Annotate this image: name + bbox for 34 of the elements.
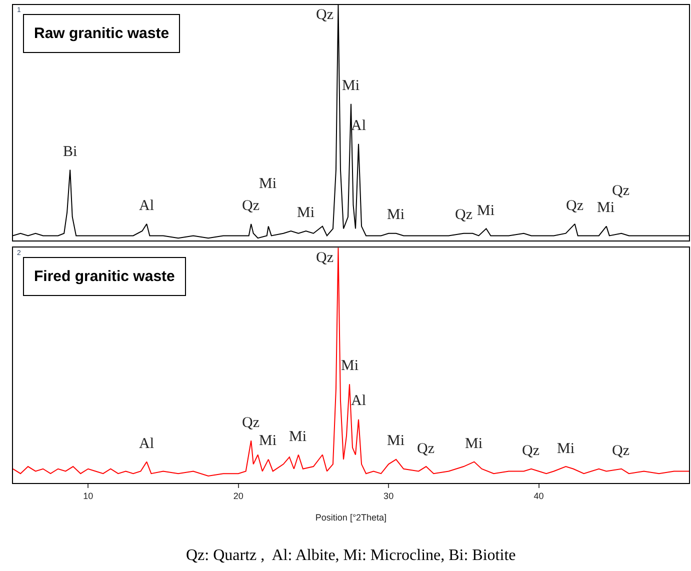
x-tick-label: 30	[384, 490, 394, 501]
annotation: Qz	[242, 198, 260, 214]
annotation: Mi	[387, 207, 405, 223]
annotation: Mi	[341, 358, 359, 374]
x-tick-label: 10	[83, 490, 94, 501]
annotation: Mi	[259, 433, 277, 449]
annotation: Qz	[455, 207, 473, 223]
annotation: Mi	[342, 78, 360, 94]
annotation: Qz	[522, 443, 540, 459]
annotation: Mi	[597, 200, 615, 216]
annotation: Raw granitic waste	[34, 25, 170, 42]
annotation: Qz	[316, 7, 334, 23]
annotation: Qz	[242, 415, 260, 431]
annotation: Qz	[612, 183, 630, 199]
annotation: Al	[139, 198, 154, 214]
annotation: Qz	[417, 441, 435, 457]
annotation: Mi	[477, 203, 495, 219]
annotation: Bi	[63, 144, 78, 160]
annotation: Fired granitic waste	[34, 268, 175, 285]
x-tick-label: 40	[534, 490, 544, 501]
text: Qz: Quartz , Al: Albite, Mi: Microcline, Bi: Biotite	[186, 547, 516, 564]
annotation: Mi	[289, 429, 307, 445]
annotation: Qz	[316, 250, 334, 266]
annotation: Mi	[259, 176, 277, 192]
annotation: Mi	[465, 436, 483, 452]
annotation: Mi	[387, 433, 405, 449]
annotation: Qz	[612, 443, 630, 459]
x-axis-title: Position [°2Theta]	[315, 512, 387, 523]
annotation: Mi	[297, 205, 315, 221]
annotation: Qz	[566, 198, 584, 214]
annotation: Al	[139, 436, 154, 452]
x-tick-label: 20	[233, 490, 244, 501]
annotation: Al	[351, 393, 366, 409]
annotation: Mi	[557, 441, 575, 457]
